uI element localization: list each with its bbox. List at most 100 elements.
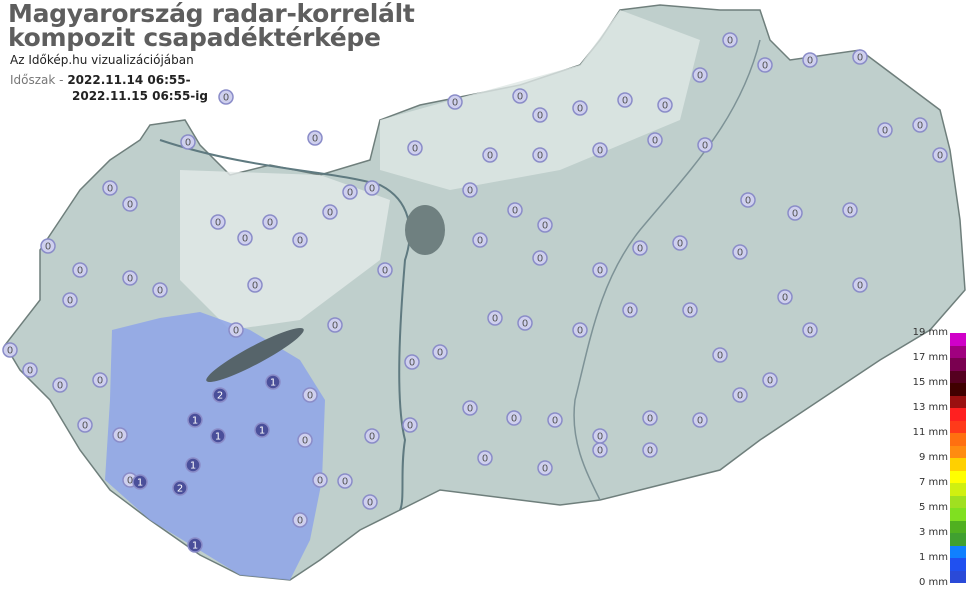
station-marker[interactable]: 0 <box>697 137 713 153</box>
station-marker[interactable]: 0 <box>447 94 463 110</box>
station-marker[interactable]: 0 <box>122 270 138 286</box>
station-marker[interactable]: 0 <box>312 472 328 488</box>
station-marker[interactable]: 0 <box>342 184 358 200</box>
station-marker[interactable]: 0 <box>762 372 778 388</box>
station-marker[interactable]: 0 <box>592 142 608 158</box>
station-marker[interactable]: 0 <box>732 244 748 260</box>
station-marker[interactable]: 2 <box>172 480 188 496</box>
station-marker[interactable]: 0 <box>292 512 308 528</box>
station-marker[interactable]: 0 <box>262 214 278 230</box>
station-marker[interactable]: 0 <box>532 250 548 266</box>
station-marker[interactable]: 1 <box>210 428 226 444</box>
station-marker[interactable]: 0 <box>302 387 318 403</box>
station-marker[interactable]: 0 <box>537 460 553 476</box>
station-marker[interactable]: 0 <box>122 196 138 212</box>
station-marker[interactable]: 0 <box>532 107 548 123</box>
station-marker[interactable]: 0 <box>740 192 756 208</box>
station-marker[interactable]: 0 <box>712 347 728 363</box>
station-marker[interactable]: 0 <box>722 32 738 48</box>
station-marker[interactable]: 0 <box>572 100 588 116</box>
station-marker[interactable]: 0 <box>407 140 423 156</box>
station-marker[interactable]: 0 <box>237 230 253 246</box>
station-marker[interactable]: 0 <box>642 410 658 426</box>
station-marker[interactable]: 0 <box>732 387 748 403</box>
station-marker[interactable]: 0 <box>592 262 608 278</box>
station-marker[interactable]: 0 <box>537 217 553 233</box>
station-marker[interactable]: 0 <box>297 432 313 448</box>
station-marker[interactable]: 0 <box>228 322 244 338</box>
station-marker[interactable]: 0 <box>377 262 393 278</box>
station-marker[interactable]: 0 <box>852 277 868 293</box>
station-marker[interactable]: 0 <box>757 57 773 73</box>
station-marker[interactable]: 0 <box>462 400 478 416</box>
station-marker[interactable]: 0 <box>92 372 108 388</box>
station-marker[interactable]: 0 <box>592 428 608 444</box>
station-marker[interactable]: 0 <box>102 180 118 196</box>
station-marker[interactable]: 0 <box>912 117 928 133</box>
station-marker[interactable]: 0 <box>218 89 234 105</box>
station-marker[interactable]: 1 <box>265 374 281 390</box>
station-marker[interactable]: 1 <box>185 457 201 473</box>
station-marker[interactable]: 0 <box>617 92 633 108</box>
station-marker[interactable]: 1 <box>132 474 148 490</box>
station-marker[interactable]: 0 <box>180 134 196 150</box>
station-marker[interactable]: 0 <box>472 232 488 248</box>
station-marker[interactable]: 0 <box>362 494 378 510</box>
station-marker[interactable]: 0 <box>482 147 498 163</box>
station-marker[interactable]: 0 <box>692 412 708 428</box>
station-marker[interactable]: 0 <box>506 410 522 426</box>
station-marker[interactable]: 0 <box>62 292 78 308</box>
station-marker[interactable]: 0 <box>432 344 448 360</box>
station-marker[interactable]: 0 <box>632 240 648 256</box>
station-marker[interactable]: 0 <box>682 302 698 318</box>
station-marker[interactable]: 0 <box>932 147 948 163</box>
station-marker[interactable]: 0 <box>404 354 420 370</box>
station-marker[interactable]: 0 <box>2 342 18 358</box>
station-marker[interactable]: 0 <box>592 442 608 458</box>
station-marker[interactable]: 0 <box>322 204 338 220</box>
station-marker[interactable]: 2 <box>212 387 228 403</box>
station-marker[interactable]: 0 <box>487 310 503 326</box>
station-marker[interactable]: 0 <box>672 235 688 251</box>
station-marker[interactable]: 0 <box>842 202 858 218</box>
station-marker[interactable]: 0 <box>877 122 893 138</box>
station-marker[interactable]: 0 <box>692 67 708 83</box>
station-marker[interactable]: 0 <box>777 289 793 305</box>
station-marker[interactable]: 0 <box>647 132 663 148</box>
station-marker[interactable]: 0 <box>112 427 128 443</box>
station-marker[interactable]: 0 <box>547 412 563 428</box>
station-marker[interactable]: 0 <box>477 450 493 466</box>
station-marker[interactable]: 0 <box>210 214 226 230</box>
station-marker[interactable]: 1 <box>187 537 203 553</box>
station-marker[interactable]: 0 <box>657 97 673 113</box>
station-marker[interactable]: 0 <box>327 317 343 333</box>
station-marker[interactable]: 0 <box>152 282 168 298</box>
station-marker[interactable]: 0 <box>307 130 323 146</box>
station-marker[interactable]: 0 <box>532 147 548 163</box>
station-marker[interactable]: 1 <box>187 412 203 428</box>
station-marker[interactable]: 0 <box>364 180 380 196</box>
station-marker[interactable]: 0 <box>247 277 263 293</box>
station-marker[interactable]: 1 <box>254 422 270 438</box>
station-marker[interactable]: 0 <box>512 88 528 104</box>
station-marker[interactable]: 0 <box>77 417 93 433</box>
station-marker[interactable]: 0 <box>72 262 88 278</box>
station-marker[interactable]: 0 <box>292 232 308 248</box>
station-marker[interactable]: 0 <box>517 315 533 331</box>
station-marker[interactable]: 0 <box>402 417 418 433</box>
station-marker[interactable]: 0 <box>852 49 868 65</box>
station-marker[interactable]: 0 <box>642 442 658 458</box>
station-marker[interactable]: 0 <box>787 205 803 221</box>
station-marker[interactable]: 0 <box>52 377 68 393</box>
station-marker[interactable]: 0 <box>337 473 353 489</box>
station-marker[interactable]: 0 <box>40 238 56 254</box>
station-marker[interactable]: 0 <box>802 52 818 68</box>
station-marker[interactable]: 0 <box>364 428 380 444</box>
station-marker[interactable]: 0 <box>572 322 588 338</box>
station-marker[interactable]: 0 <box>622 302 638 318</box>
station-marker[interactable]: 0 <box>802 322 818 338</box>
station-marker[interactable]: 0 <box>22 362 38 378</box>
station-marker[interactable]: 0 <box>462 182 478 198</box>
station-marker[interactable]: 0 <box>507 202 523 218</box>
